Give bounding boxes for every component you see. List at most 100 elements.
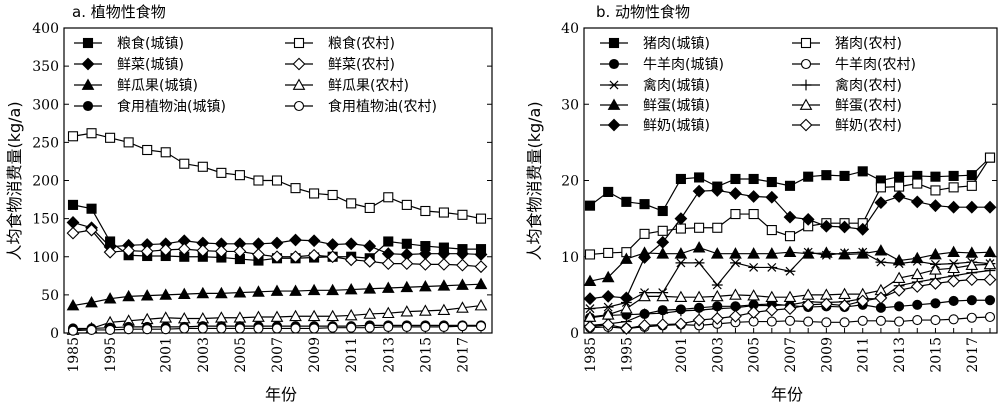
a-data-point: [85, 295, 98, 308]
a-data-point: [326, 283, 339, 296]
b-data-point: [639, 308, 650, 320]
b-legend-label: 鲜蛋(农村): [835, 98, 902, 114]
a-data-point: [381, 257, 395, 271]
b-data-point: [910, 280, 924, 293]
b-data-point: [710, 312, 724, 325]
a-data-point: [86, 324, 97, 336]
a-legend-label: 粮食(城镇): [117, 35, 184, 52]
a-data-point: [252, 237, 265, 251]
a-ytick-label: 400: [32, 21, 59, 37]
b-data-point: [765, 247, 779, 259]
b-data-point: [583, 320, 597, 334]
a-legend-item: 鲜瓜果(农村): [285, 78, 409, 94]
a-xtick-label: 2001: [159, 337, 175, 373]
a-legend-label: 粮食(农村): [328, 35, 395, 52]
a-series-1: [67, 128, 487, 224]
a-ytick-label: 200: [32, 174, 59, 190]
b-legend-item: 牛羊肉(农村): [792, 57, 916, 73]
a-data-point: [271, 175, 283, 186]
b-data-point: [638, 318, 651, 332]
b-data-point: [730, 173, 741, 185]
a-data-point: [142, 144, 153, 156]
b-data-point: [965, 258, 979, 271]
b-data-point: [838, 247, 851, 260]
b-legend-marker: [608, 37, 620, 49]
b-data-point: [784, 180, 796, 191]
b-xtick-label: 2017: [965, 337, 981, 373]
b-data-point: [620, 252, 633, 264]
a-data-point: [363, 254, 377, 268]
b-data-point: [766, 225, 777, 236]
a-data-point: [307, 309, 321, 322]
b-data-point: [819, 297, 833, 311]
b-data-point: [747, 306, 761, 319]
a-data-point: [309, 323, 320, 334]
b-data-point: [929, 247, 942, 260]
a-data-point: [474, 260, 488, 274]
a-data-point: [270, 284, 284, 296]
b-series-9: [583, 273, 997, 335]
b-data-point: [784, 266, 796, 276]
a-data-point: [309, 188, 320, 199]
b-data-point: [710, 289, 724, 302]
a-legend-marker: [293, 100, 305, 112]
a-xtick-label: 2015: [418, 337, 434, 373]
a-data-point: [307, 248, 321, 262]
b-data-point: [929, 263, 942, 275]
b-data-point: [874, 196, 888, 210]
b-xtick-label: 2009: [819, 337, 835, 373]
b-data-point: [892, 271, 906, 283]
b-data-point: [747, 190, 761, 203]
a-data-point: [160, 147, 171, 158]
b-data-point: [656, 235, 670, 249]
b-data-point: [839, 317, 850, 328]
a-data-point: [159, 243, 173, 257]
b-data-point: [892, 283, 906, 297]
a-data-point: [289, 309, 302, 322]
a-data-point: [86, 203, 97, 214]
a-data-point: [140, 289, 154, 301]
a-data-point: [363, 239, 377, 253]
a-data-point: [197, 323, 208, 334]
a-data-point: [105, 132, 116, 143]
b-data-point: [983, 257, 997, 270]
b-data-point: [674, 247, 688, 259]
b-data-point: [601, 318, 615, 332]
b-data-point: [894, 181, 905, 192]
b-data-point: [910, 251, 924, 264]
a-data-point: [437, 303, 451, 315]
b-data-point: [621, 196, 632, 207]
b-data-point: [875, 257, 887, 267]
a-xtick-label: 2003: [196, 337, 212, 373]
a-data-point: [475, 213, 487, 224]
b-data-point: [583, 292, 597, 306]
b-data-point: [801, 247, 815, 259]
panel-a-title: a. 植物性食物: [72, 3, 166, 21]
a-data-point: [85, 223, 98, 237]
b-legend-marker: [800, 58, 812, 70]
b-legend-marker: [607, 118, 621, 132]
b-data-point: [620, 302, 633, 314]
b-data-point: [602, 302, 614, 312]
b-data-point: [857, 315, 868, 326]
b-data-point: [912, 314, 923, 326]
b-data-point: [765, 303, 779, 317]
b-data-point: [948, 295, 959, 307]
b-data-point: [584, 200, 596, 211]
b-series-6: [583, 241, 997, 287]
a-ytick-label: 300: [32, 97, 59, 113]
b-legend-marker: [607, 98, 621, 110]
a-data-point: [344, 237, 358, 251]
a-data-point: [67, 199, 79, 210]
b-series-8: [583, 184, 997, 306]
a-data-point: [179, 158, 190, 169]
b-data-point: [930, 171, 941, 182]
b-data-point: [783, 290, 797, 303]
b-data-point: [983, 245, 997, 258]
a-data-point: [364, 202, 375, 213]
a-legend-item: 鲜菜(农村): [285, 57, 395, 73]
b-xtick-label: 1985: [583, 337, 599, 373]
b-data-point: [803, 316, 814, 327]
a-data-point: [177, 287, 191, 299]
b-data-point: [821, 170, 832, 181]
